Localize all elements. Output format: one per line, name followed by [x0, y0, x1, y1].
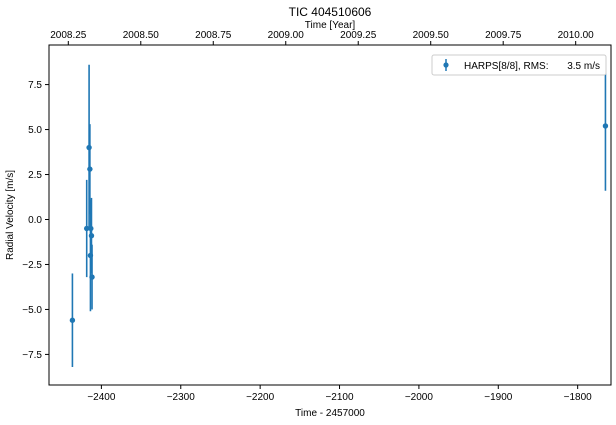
x-tick-label: −2000 [405, 392, 434, 403]
y-tick-label: −7.5 [22, 350, 42, 361]
top-tick-label: 2008.25 [50, 30, 87, 41]
y-tick-label: −2.5 [22, 260, 42, 271]
x-tick-label: −2300 [167, 392, 196, 403]
plot-frame [48, 44, 612, 386]
x-axis-label: Time - 2457000 [295, 408, 365, 419]
y-tick-label: 2.5 [28, 170, 42, 181]
y-tick-label: −5.0 [22, 305, 42, 316]
data-point [84, 225, 90, 232]
y-tick-label: 0.0 [28, 215, 42, 226]
top-tick-label: 2009.00 [268, 30, 305, 41]
chart-title: TIC 404510606 [289, 5, 372, 19]
data-point [602, 123, 609, 129]
legend-rms-value: 3.5 m/s [567, 61, 600, 72]
top-tick-label: 2008.75 [195, 30, 232, 41]
y-tick-label: 5.0 [28, 125, 42, 136]
legend: HARPS[8/8], RMS: 3.5 m/s [431, 54, 607, 76]
y-axis-label: Radial Velocity [m/s] [5, 170, 16, 260]
top-tick-label: 2009.75 [485, 30, 522, 41]
data-point [69, 317, 76, 323]
data-series [69, 61, 609, 368]
x-tick-label: −1900 [484, 392, 513, 403]
data-point [88, 232, 95, 239]
top-tick-label: 2008.50 [123, 30, 160, 41]
top-tick-label: 2009.25 [340, 30, 377, 41]
top-year-axis: 2008.25 2008.50 2008.75 2009.00 2009.25 2009.… [50, 30, 594, 45]
top-tick-label: 2010.00 [558, 30, 595, 41]
x-tick-label: −2400 [87, 392, 116, 403]
legend-box [431, 54, 607, 76]
data-point [89, 274, 95, 280]
x-tick-label: −2100 [325, 392, 354, 403]
x-tick-label: −1800 [564, 392, 593, 403]
top-tick-label: 2009.50 [413, 30, 450, 41]
x-axis: −2400 −2300 −2200 −2100 −2000 −1900 −1800 [87, 385, 592, 403]
legend-label: HARPS[8/8], RMS: [464, 61, 548, 72]
data-point [87, 166, 93, 172]
top-axis-label: Time [Year] [305, 20, 356, 31]
y-tick-label: 7.5 [28, 80, 42, 91]
legend-point-marker [443, 62, 449, 68]
x-tick-label: −2200 [246, 392, 275, 403]
y-axis: −7.5 −5.0 −2.5 0.0 2.5 5.0 7.5 [22, 80, 49, 361]
